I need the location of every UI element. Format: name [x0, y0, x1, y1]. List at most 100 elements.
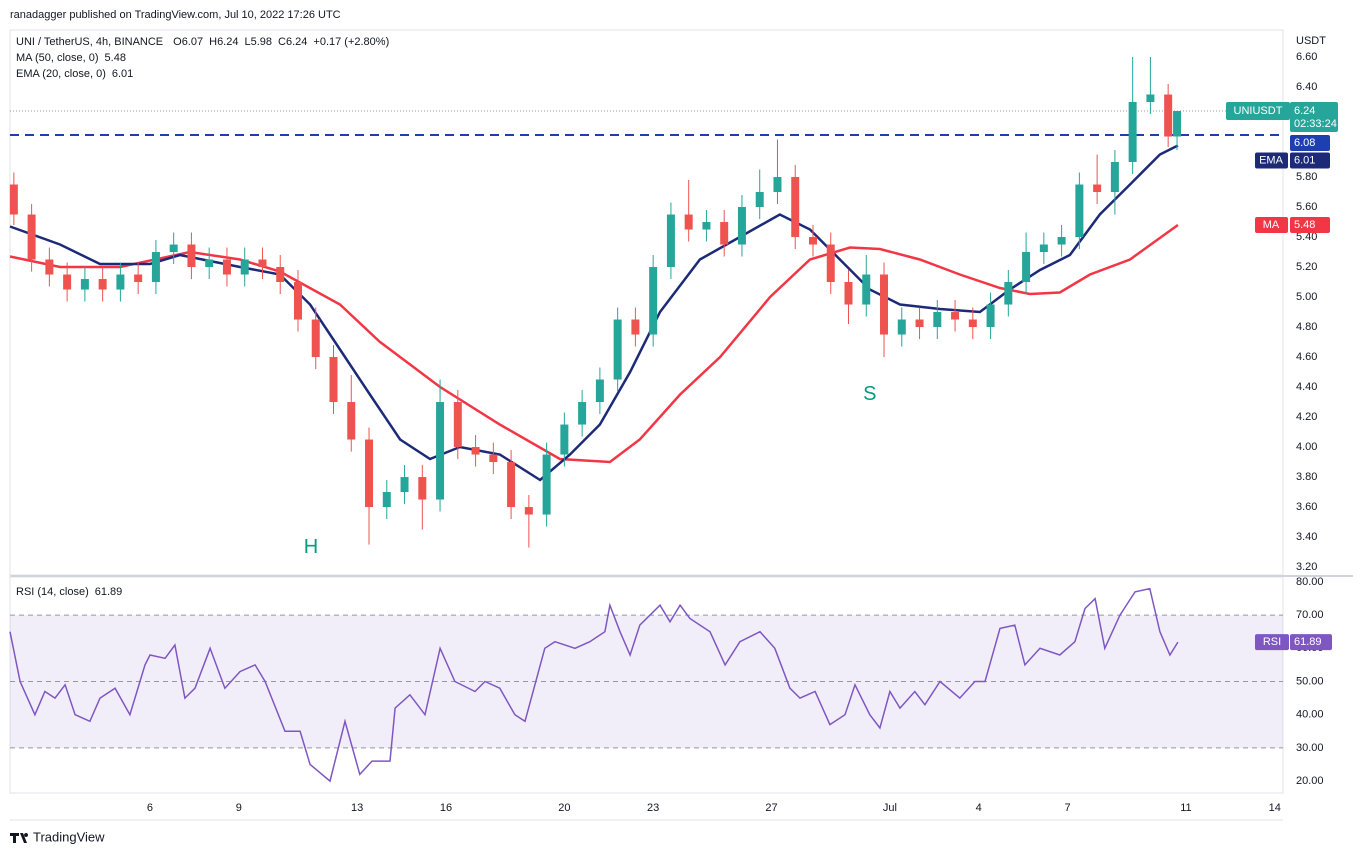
- indicator-value-box: [1290, 152, 1330, 169]
- rsi-axis-value: 61.89: [1294, 636, 1322, 648]
- indicator-name-box: [1255, 217, 1288, 234]
- pattern-label: H: [304, 536, 318, 558]
- candle-body: [453, 402, 462, 448]
- legend-value: 6.07: [182, 36, 203, 48]
- indicator-line: [9, 223, 1179, 464]
- candle-body: [347, 402, 356, 440]
- candle-body: [329, 357, 338, 403]
- x-tick-label: 11: [1180, 802, 1191, 814]
- y-tick-label: 3.80: [1296, 471, 1317, 483]
- symbol-title: UNI / TetherUS, 4h, BINANCE: [16, 36, 163, 48]
- y-tick-label: 5.00: [1296, 291, 1317, 303]
- candle-body: [80, 279, 89, 290]
- y-tick-label: 5.60: [1296, 201, 1317, 213]
- candle-body: [400, 477, 409, 493]
- candle-body: [631, 319, 640, 335]
- y-tick-label: 4.80: [1296, 321, 1317, 333]
- candle-body: [293, 282, 302, 320]
- candle-body: [1057, 237, 1066, 245]
- rsi-line: [9, 587, 1179, 783]
- y-tick-label: 4.00: [1296, 441, 1317, 453]
- candle-body: [258, 259, 267, 268]
- candle-body: [897, 319, 906, 335]
- candle-body: [382, 492, 391, 508]
- candle-body: [844, 282, 853, 305]
- y-tick-label: 3.40: [1296, 531, 1317, 543]
- candle-body: [365, 439, 374, 508]
- rsi-tick-label: 70.00: [1296, 609, 1324, 621]
- candle-body: [45, 259, 54, 275]
- indicator-axis-value: 5.48: [1294, 219, 1315, 231]
- candle-body: [915, 319, 924, 328]
- candle-body: [1039, 244, 1048, 253]
- x-tick-label: 6: [147, 802, 153, 814]
- axis-unit: USDT: [1296, 35, 1326, 47]
- x-tick-label: 20: [558, 802, 570, 814]
- x-tick-label: 7: [1064, 802, 1070, 814]
- x-tick-label: 4: [976, 802, 982, 814]
- candle-body: [968, 319, 977, 328]
- candle-body: [276, 267, 285, 283]
- last-price-value: 6.24: [1294, 105, 1315, 117]
- candle-body: [880, 274, 889, 335]
- rsi-tick-label: 20.00: [1296, 775, 1324, 787]
- candle-body: [560, 424, 569, 455]
- pattern-label: S: [863, 383, 876, 405]
- legend-value: 6.24: [217, 36, 238, 48]
- candle-body: [737, 207, 746, 245]
- candle-body: [649, 267, 658, 335]
- candle-body: [134, 274, 143, 283]
- candle-body: [151, 252, 160, 283]
- legend-key: H: [209, 36, 217, 48]
- y-tick-label: 4.20: [1296, 411, 1317, 423]
- candle-body: [1004, 282, 1013, 305]
- candle-body: [578, 402, 587, 425]
- legend-key: L: [244, 36, 250, 48]
- candle-body: [169, 244, 178, 253]
- candle-body: [702, 222, 711, 230]
- candle-body: [613, 319, 622, 380]
- y-tick-label: 5.20: [1296, 261, 1317, 273]
- countdown: 02:33:24: [1294, 118, 1337, 130]
- y-tick-label: 6.40: [1296, 81, 1317, 93]
- candle-body: [187, 244, 196, 268]
- candle-body: [116, 274, 125, 290]
- candle-body: [98, 279, 107, 290]
- y-tick-label: 5.80: [1296, 171, 1317, 183]
- x-tick-label: 9: [236, 802, 242, 814]
- candle-body: [524, 507, 533, 515]
- candle-body: [826, 244, 835, 283]
- candle-body: [418, 477, 427, 500]
- candle-body: [684, 214, 693, 230]
- candle-body: [773, 177, 782, 193]
- candle-body: [720, 222, 729, 245]
- candle-body: [595, 379, 604, 403]
- indicator-axis-value: 6.01: [1294, 154, 1315, 166]
- rsi-tick-label: 80.00: [1296, 576, 1324, 588]
- ohlc-legend: O 6.07 H 6.24 L 5.98 C 6.24 +0.17 (+2.80%)MA (50…: [16, 36, 389, 598]
- y-tick-label: 6.60: [1296, 51, 1317, 63]
- brand-logo: [10, 833, 29, 843]
- candle-body: [1110, 162, 1119, 193]
- candle-body: [542, 454, 551, 515]
- candle-body: [808, 237, 817, 245]
- publish-header: ranadagger published on TradingView.com,…: [10, 9, 341, 21]
- legend-key: C: [278, 36, 286, 48]
- indicator-value-box: [1290, 217, 1330, 234]
- candle-body: [1022, 252, 1031, 283]
- candle-body: [507, 462, 516, 508]
- rsi-value: 61.89: [95, 586, 123, 598]
- x-tick-label: 13: [351, 802, 363, 814]
- rsi-value-box: [1290, 634, 1332, 651]
- candle-body: [1164, 94, 1173, 137]
- candle-body: [986, 304, 995, 328]
- symbol-label: UNIUSDT: [1234, 105, 1283, 117]
- indicator-axis-name: MA: [1263, 219, 1280, 231]
- brand: TradingView: [10, 829, 105, 844]
- rsi-tick-label: 50.00: [1296, 675, 1324, 687]
- candle-body: [471, 447, 480, 455]
- candle-body: [489, 454, 498, 463]
- y-tick-label: 3.60: [1296, 501, 1317, 513]
- symbol-price-box: [1226, 102, 1290, 121]
